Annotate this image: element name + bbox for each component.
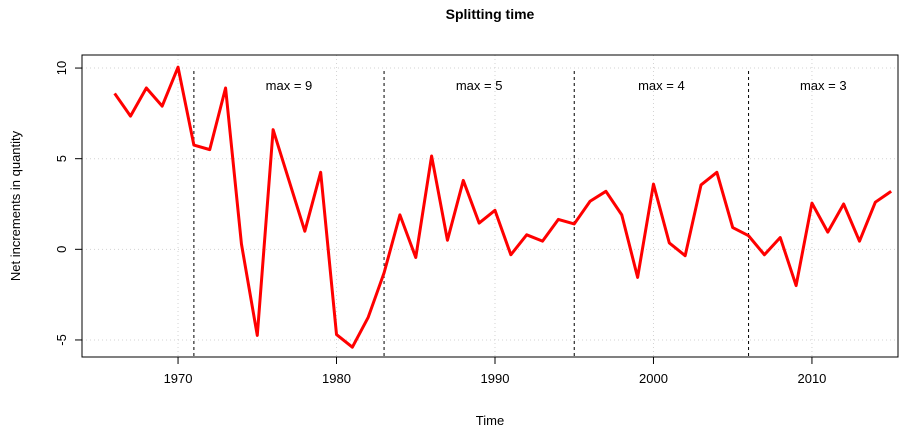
- y-tick-label: 0: [54, 246, 69, 253]
- x-tick-label: 1980: [322, 371, 351, 386]
- x-tick-label: 1970: [164, 371, 193, 386]
- annotation: max = 5: [456, 78, 503, 93]
- x-tick-label: 2010: [797, 371, 826, 386]
- y-tick-label: 10: [54, 61, 69, 75]
- data-line: [113, 65, 893, 349]
- annotation: max = 9: [266, 78, 313, 93]
- x-axis-label: Time: [476, 413, 504, 428]
- plot-frame: [81, 54, 899, 358]
- annotation: max = 4: [638, 78, 685, 93]
- y-tick-label: -5: [54, 334, 69, 346]
- x-tick-label: 2000: [639, 371, 668, 386]
- y-axis-label: Net increments in quantity: [8, 130, 23, 281]
- annotation: max = 3: [800, 78, 847, 93]
- y-tick-label: 5: [54, 155, 69, 162]
- x-tick-label: 1990: [481, 371, 510, 386]
- chart-title: Splitting time: [446, 6, 535, 22]
